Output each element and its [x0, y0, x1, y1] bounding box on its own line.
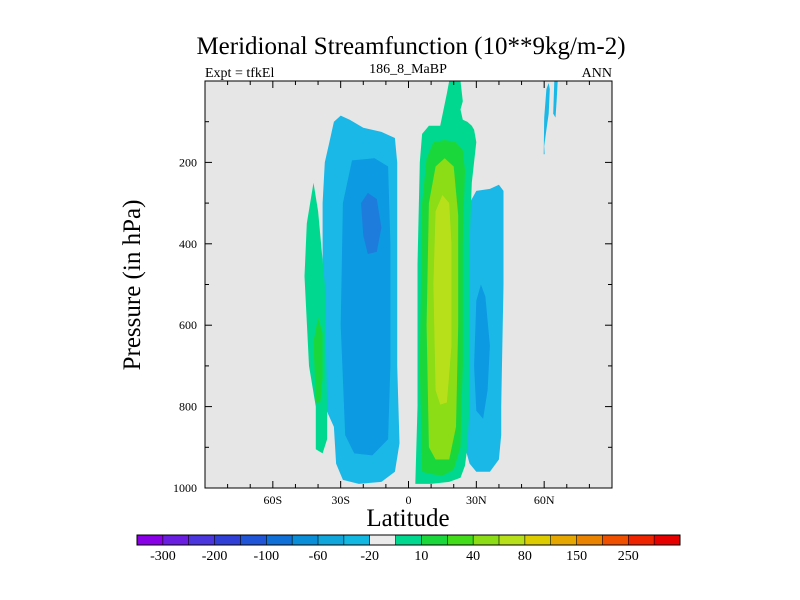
y-tick-label: 800: [179, 400, 197, 414]
colorbar: [136, 534, 681, 546]
colorbar-swatch: [447, 535, 474, 545]
contour-region-level-80: [433, 195, 452, 405]
x-axis-ticks: 60S 30S 0 30N 60N: [204, 81, 613, 507]
colorbar-swatch: [628, 535, 655, 545]
colorbar-swatch: [369, 535, 396, 545]
x-tick-label: 30N: [466, 493, 487, 507]
colorbar-swatch: [214, 535, 241, 545]
colorbar-label: 10: [414, 549, 428, 564]
contour-region-level--20: [543, 83, 550, 155]
colorbar-label: -300: [150, 549, 176, 564]
colorbar-swatch: [266, 535, 293, 545]
colorbar-swatch: [499, 535, 526, 545]
contour-region-level--20: [553, 81, 558, 118]
case-label: 186_8_MaBP: [369, 62, 447, 77]
colorbar-swatch: [240, 535, 267, 545]
contour-region-level--60: [474, 284, 490, 419]
colorbar-swatch: [162, 535, 190, 545]
colorbar-swatch: [292, 535, 319, 545]
colorbar-label: -60: [309, 549, 328, 564]
colorbar-swatch: [137, 535, 164, 545]
colorbar-label: -200: [202, 549, 228, 564]
y-axis-label: Pressure (in hPa): [119, 200, 146, 371]
y-tick-label: 1000: [173, 481, 197, 495]
colorbar-swatch: [473, 535, 500, 545]
colorbar-swatch: [188, 535, 215, 545]
y-tick-label: 200: [179, 155, 197, 169]
season-label: ANN: [582, 66, 612, 81]
colorbar-swatch: [602, 535, 629, 545]
x-tick-label: 30S: [331, 493, 350, 507]
y-axis-ticks: 200 400 600 800 1000: [173, 121, 612, 495]
colorbar-swatch: [343, 535, 371, 545]
colorbar-label: -20: [360, 549, 379, 564]
colorbar-swatch: [524, 535, 552, 545]
colorbar-labels: -300 -200 -100 -60 -20 10 40 80 150 250: [150, 549, 639, 564]
plot-background: [205, 81, 612, 488]
colorbar-swatch: [395, 535, 422, 545]
colorbar-swatch: [576, 535, 603, 545]
colorbar-label: 40: [466, 549, 480, 564]
contour-fills: [304, 81, 558, 484]
y-tick-label: 600: [179, 318, 197, 332]
x-tick-label: 60S: [263, 493, 282, 507]
experiment-label: Expt = tfkEl: [205, 66, 274, 81]
chart-title: Meridional Streamfunction (10**9kg/m-2): [196, 33, 625, 60]
contour-region-level--100: [361, 192, 382, 254]
colorbar-label: 150: [566, 549, 587, 564]
colorbar-label: 80: [518, 549, 532, 564]
colorbar-label: 250: [618, 549, 639, 564]
y-tick-label: 400: [179, 237, 197, 251]
x-tick-label: 0: [406, 493, 412, 507]
colorbar-swatch: [550, 535, 577, 545]
colorbar-swatch: [654, 535, 681, 545]
colorbar-label: -100: [253, 549, 279, 564]
plot-area: 60S 30S 0 30N 60N 200 400 600 800 1000: [173, 80, 613, 507]
x-tick-label: 60N: [534, 493, 555, 507]
contour-region-level-10: [449, 83, 459, 106]
colorbar-swatch: [421, 535, 448, 545]
colorbar-swatch: [318, 535, 345, 545]
contour-region-level-40: [313, 317, 323, 403]
colorbar-frame: [136, 534, 681, 546]
x-axis-label: Latitude: [366, 505, 449, 532]
